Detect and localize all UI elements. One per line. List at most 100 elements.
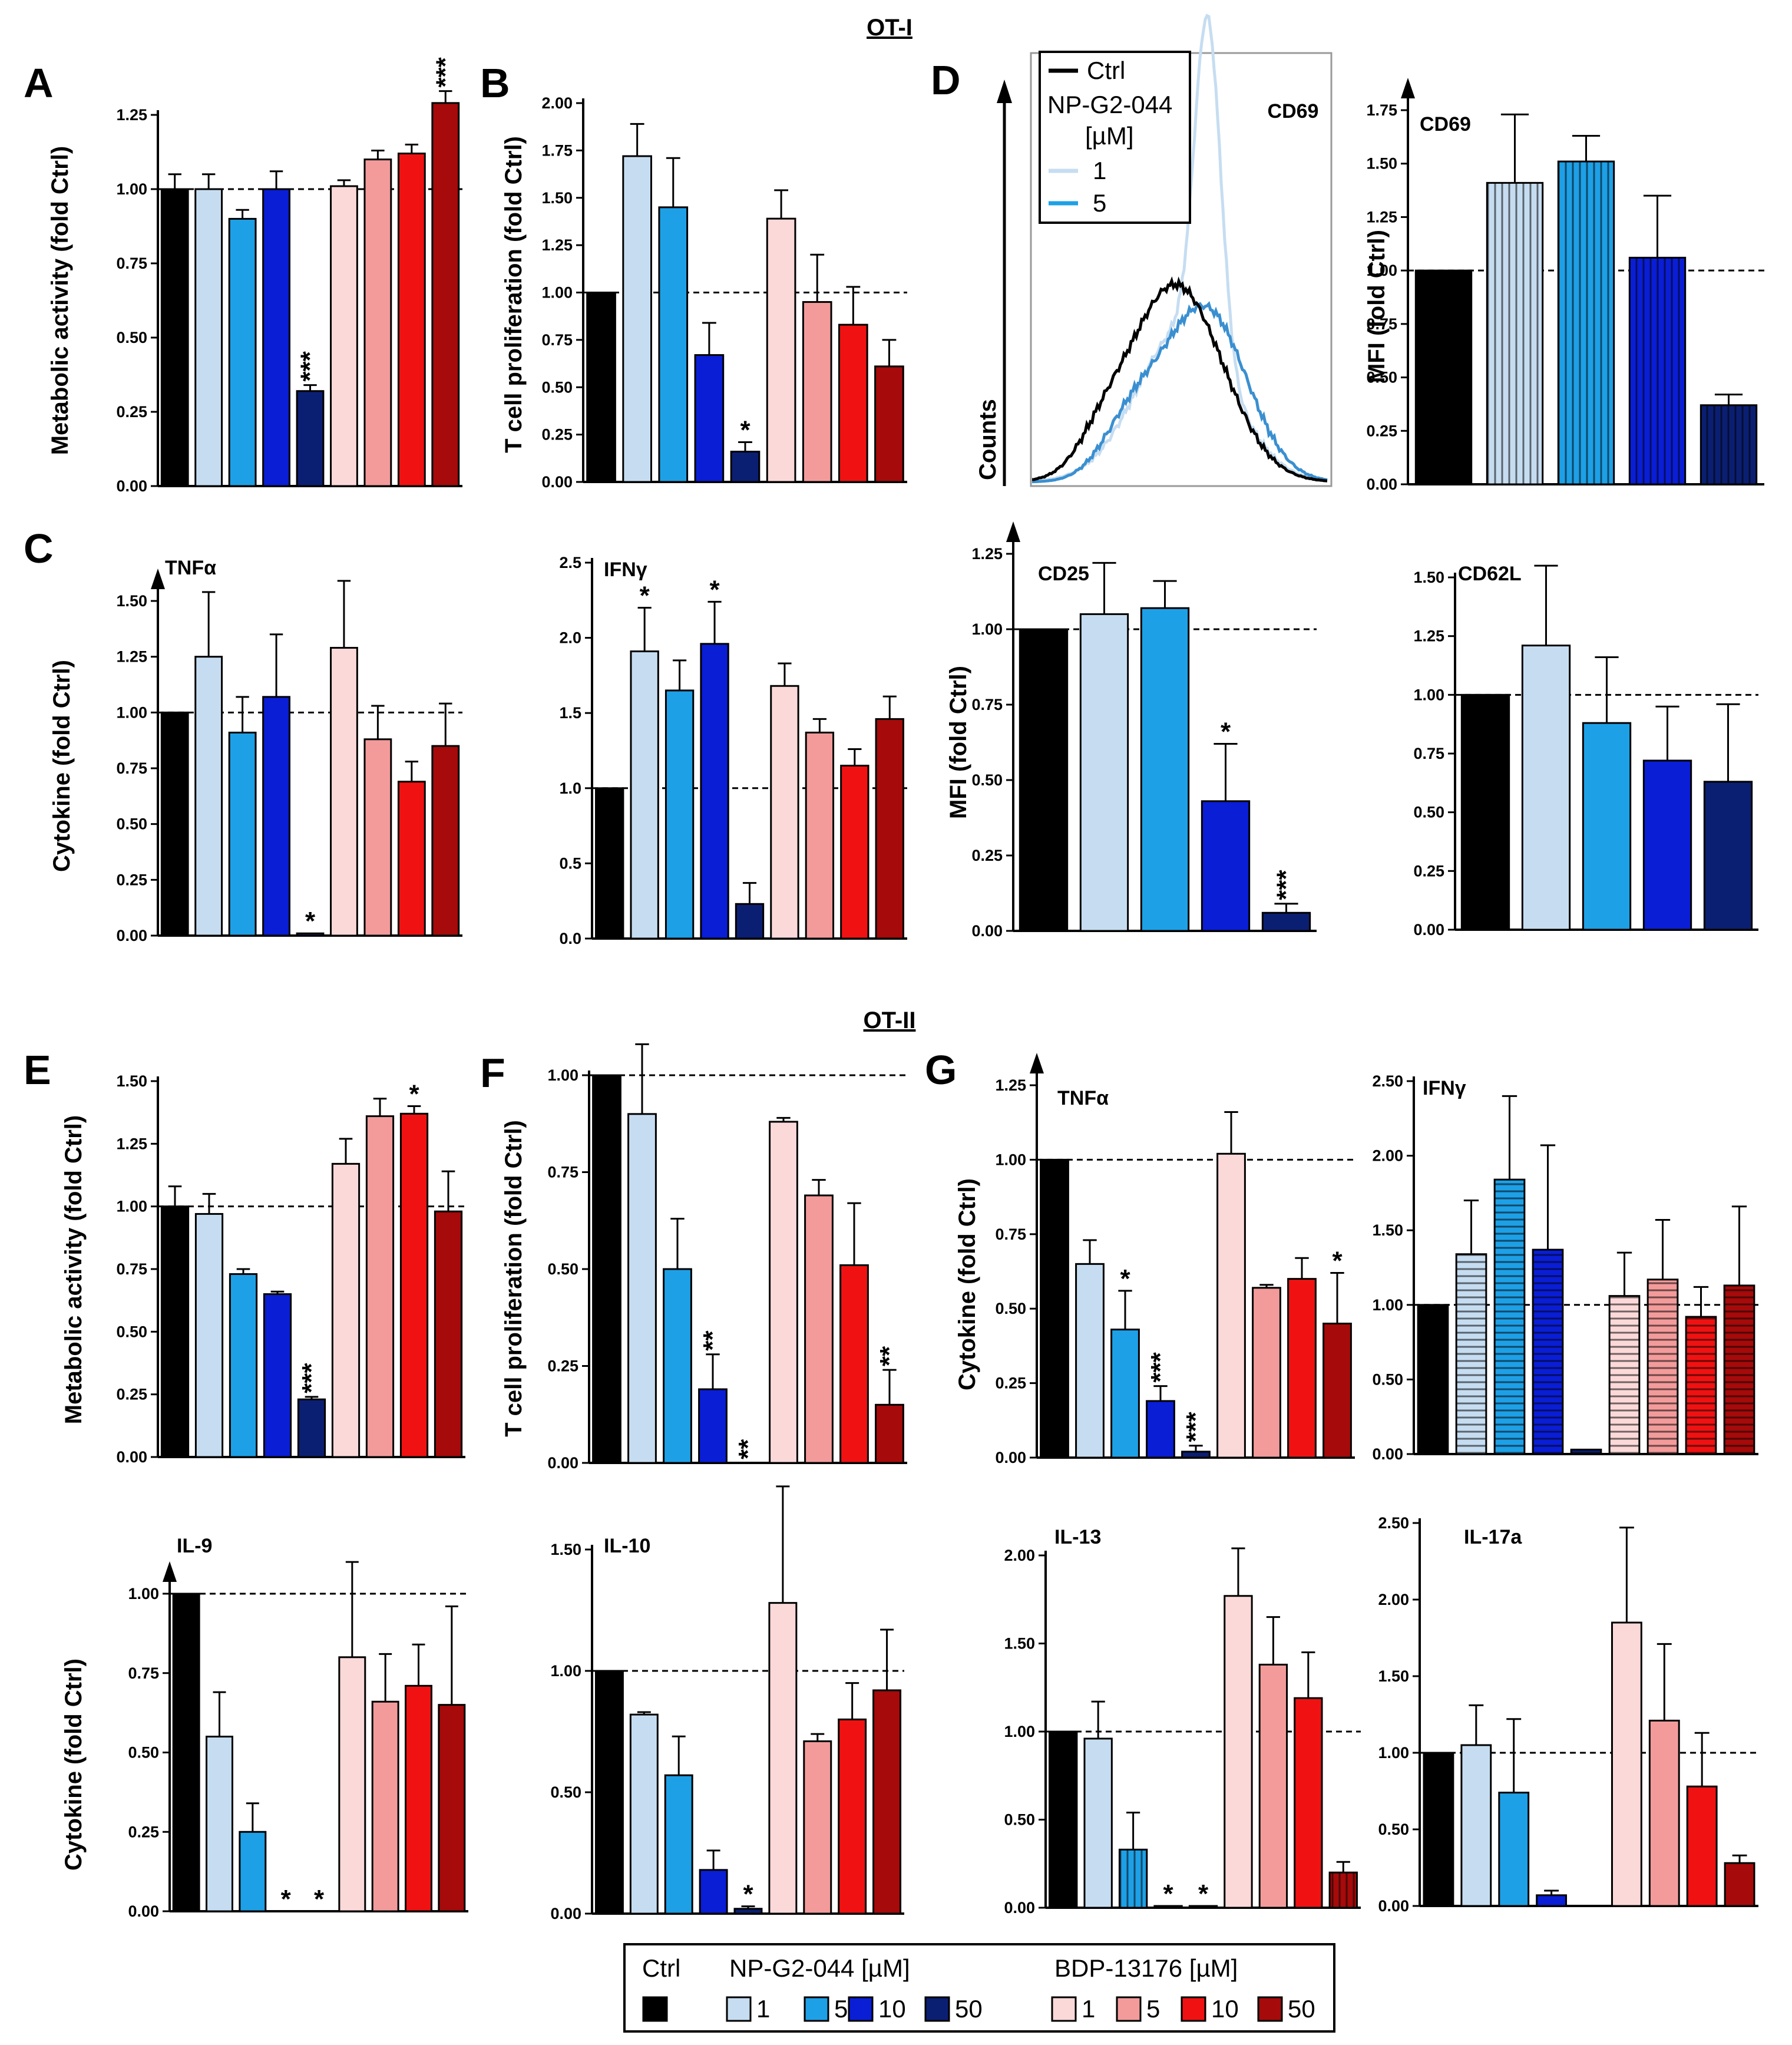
y-tick-label: 0.25 [128, 1823, 159, 1841]
bar-hatch [1416, 270, 1472, 484]
y-axis-arrow [1030, 1053, 1044, 1073]
y-tick-label: 1.25 [541, 236, 573, 254]
bar-5 [1261, 911, 1311, 932]
significance-mark: * [740, 415, 750, 444]
y-tick-label: 0.50 [1372, 1370, 1403, 1388]
bar-3 [664, 689, 695, 940]
legend-np-dose-10: 10 [878, 1995, 906, 2023]
panel-letter-c: C [24, 526, 54, 571]
bar-7 [1648, 1719, 1680, 1907]
legend-np-dose-50: 50 [955, 1995, 983, 2023]
y-tick-label: 1.5 [559, 704, 581, 722]
histogram-axis-arrow [997, 80, 1012, 103]
bar-hatch [1686, 1317, 1716, 1454]
y-tick-label: 0.25 [1413, 862, 1444, 880]
bar-hatch [1049, 1732, 1077, 1908]
y-tick-label: 1.25 [1366, 208, 1397, 226]
y-tick-label: 2.50 [1372, 1072, 1403, 1090]
significance-mark: *** [1181, 1412, 1210, 1442]
y-axis-label: Metabolic activity (fold Ctrl) [61, 1115, 87, 1425]
y-tick-label: 0.00 [1004, 1899, 1035, 1917]
legend-ctrl-label: Ctrl [642, 1954, 680, 1982]
legend-np-swatch-50 [924, 1996, 950, 2022]
bar-charts: 0.000.250.500.751.001.25******Metabolic … [47, 57, 1764, 1922]
y-tick-label: 1.25 [1413, 627, 1444, 645]
y-tick-label: 0.50 [995, 1300, 1026, 1317]
y-tick-label: 1.00 [550, 1662, 581, 1680]
bar-7 [802, 301, 832, 483]
bar-hatch [1609, 1296, 1639, 1454]
significance-mark: * [409, 1080, 419, 1109]
bar-4 [263, 1293, 292, 1458]
y-tick-label: 0.75 [971, 696, 1003, 713]
chart-g-ifng: 0.00 0.50 1.00 1.50 2.00 2.50 IFNγ [1372, 1072, 1758, 1463]
bar-1 [594, 1670, 624, 1915]
bar-hatch [1330, 1872, 1357, 1908]
y-tick-label: 0.00 [550, 1905, 581, 1922]
y-tick-label: 0.50 [1378, 1821, 1409, 1838]
bar-4 [1642, 759, 1692, 931]
bar-1 [160, 188, 189, 487]
bar-6 [768, 1602, 798, 1915]
y-tick-label: 0.50 [1413, 804, 1444, 821]
chart-d-cd25: 0.000.250.500.751.001.25****MFI (fold Ct… [945, 521, 1317, 940]
bar-3 [664, 1774, 693, 1915]
bar-1 [160, 711, 189, 937]
chart-c-ifng: 0.00.51.01.52.02.5* *IFNγ [559, 554, 907, 947]
y-tick-label: 1.00 [116, 703, 147, 721]
y-tick-label: 0.25 [995, 1375, 1026, 1392]
y-tick-label: 0.25 [116, 403, 147, 421]
y-tick-label: 0.00 [971, 922, 1003, 940]
bar-4 [698, 1388, 728, 1464]
y-tick-label: 0.50 [128, 1744, 159, 1762]
figure-legend: Ctrl NP-G2-044 [µM] BDP-13176 [µM] 1 5 10 5… [623, 1943, 1335, 2033]
y-tick-label: 0.00 [116, 927, 147, 944]
y-tick-label: 1.50 [116, 592, 147, 610]
bar-7 [363, 738, 392, 937]
bar-5 [733, 1908, 763, 1915]
y-tick-label: 0.25 [547, 1357, 578, 1375]
bar-2 [622, 155, 653, 483]
y-tick-label: 0.75 [128, 1664, 159, 1682]
y-tick-label: 1.00 [971, 620, 1003, 638]
chart-d-cd62l: 0.00 0.25 0.50 0.75 1.00 1.25 1.50 CD62L [1413, 563, 1758, 939]
y-tick-label: 1.50 [541, 189, 573, 207]
y-tick-label: 0.50 [1366, 369, 1397, 386]
legend-np-title: NP-G2-044 [µM] [729, 1954, 910, 1982]
chart-il-10: 0.00 0.50 1.00 1.50 * IL-10 [550, 1485, 904, 1922]
significance-mark: * [305, 907, 316, 936]
bar-1 [595, 787, 624, 940]
significance-mark: * [1163, 1879, 1173, 1908]
bar-5 [296, 932, 325, 937]
y-tick-label: 1.00 [1366, 262, 1397, 279]
bar-hatch [1119, 1849, 1147, 1908]
y-tick-label: 1.50 [550, 1541, 581, 1558]
significance-mark: * [1120, 1264, 1130, 1293]
bar-3 [1498, 1792, 1530, 1907]
histogram-legend-unit: [µM] [1085, 122, 1134, 150]
y-tick-label: 1.25 [995, 1076, 1026, 1094]
significance-mark: *** [1146, 1352, 1175, 1382]
bar-1 [1423, 1752, 1454, 1907]
legend-bdp-title: BDP-13176 [µM] [1054, 1954, 1238, 1982]
y-tick-label: 0.00 [547, 1454, 578, 1472]
bar-hatch [1571, 1449, 1601, 1454]
y-tick-label: 0.50 [116, 329, 147, 346]
bar-1 [172, 1593, 200, 1912]
panel-label: CD25 [1038, 563, 1089, 585]
bar-3 [228, 731, 257, 937]
bar-2 [194, 188, 223, 487]
legend-bdp-swatch-1 [1051, 1996, 1077, 2022]
bar-2 [1075, 1263, 1105, 1459]
y-tick-label: 2.00 [1378, 1591, 1409, 1608]
bar-hatch [1558, 161, 1614, 485]
significance-mark: * [709, 575, 720, 604]
y-tick-label: 1.00 [1372, 1296, 1403, 1314]
y-tick-label: 2.0 [559, 629, 581, 647]
y-axis-arrow [1401, 78, 1415, 98]
bar-9 [1322, 1322, 1352, 1459]
legend-bdp-swatch-50 [1257, 1996, 1283, 2022]
legend-bdp-dose-1: 1 [1082, 1995, 1095, 2023]
y-tick-label: 0.25 [541, 426, 573, 444]
